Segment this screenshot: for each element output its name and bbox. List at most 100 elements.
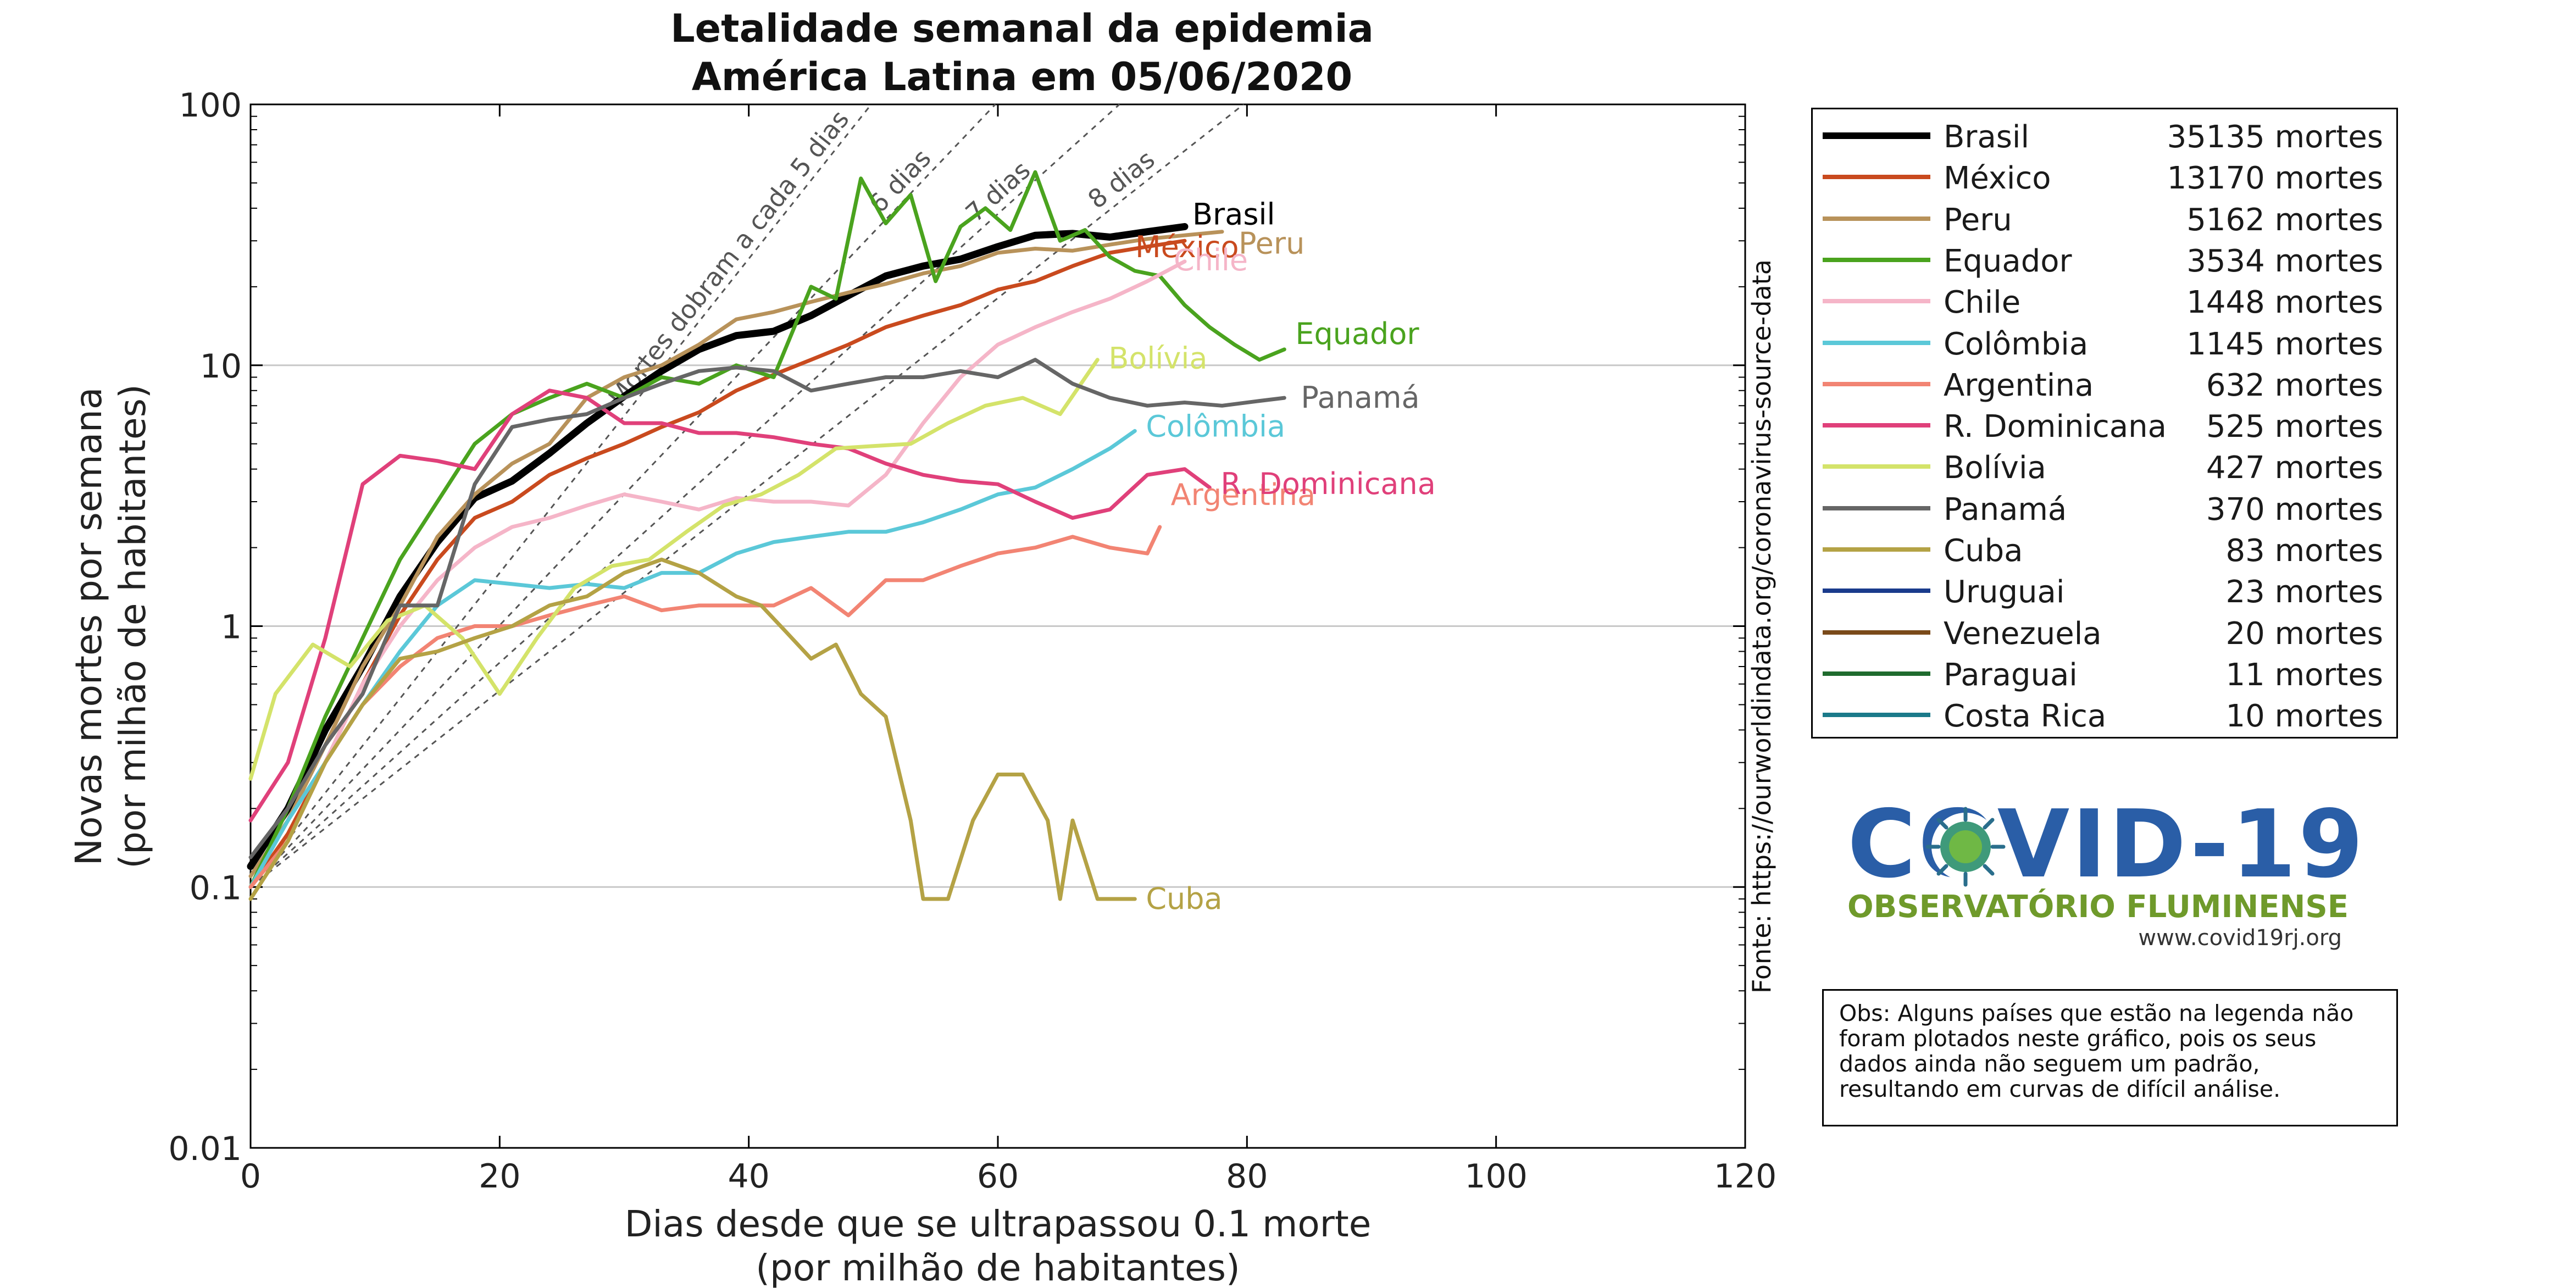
x-tick-label: 20 — [479, 1157, 520, 1196]
legend-death-count: 11 mortes — [2225, 657, 2383, 693]
legend-entry-uruguai: Uruguai 23 mortes — [1813, 570, 2396, 611]
legend-entry-equador: Equador 3534 mortes — [1813, 239, 2396, 280]
legend-death-count: 370 mortes — [2206, 491, 2383, 528]
legend-country-name: Equador — [1944, 243, 2072, 279]
source-label: Fonte: https://ourworldindata.org/corona… — [1747, 259, 1776, 993]
legend-death-count: 1145 mortes — [2186, 326, 2383, 362]
legend-swatch — [1823, 464, 1930, 469]
y-tick-labels: 0.01 0.1 1 10 100 — [168, 86, 242, 1168]
covid19-observatorio-logo: COVID-19 OBSERVATÓRIO FLUMINENSE www.cov… — [1847, 798, 2363, 957]
legend-swatch — [1823, 299, 1930, 304]
legend-country-name: Uruguai — [1944, 574, 2065, 610]
series-lines — [247, 170, 1286, 901]
legend-entry-paraguai: Paraguai 11 mortes — [1813, 653, 2396, 694]
y-tick-label: 0.1 — [190, 869, 242, 907]
y-axis-label-line2: (por milhão de habitantes) — [112, 384, 154, 869]
doubling-guide-line — [249, 103, 1120, 888]
legend-death-count: 1448 mortes — [2186, 285, 2383, 321]
legend-country-name: Peru — [1944, 202, 2012, 238]
x-tick-label: 40 — [728, 1157, 769, 1196]
x-tick-label: 60 — [977, 1157, 1019, 1196]
legend-swatch — [1823, 423, 1930, 428]
legend-swatch — [1823, 547, 1930, 552]
series-line-peru — [248, 230, 1224, 879]
series-line-chile — [248, 259, 1187, 889]
legend-country-name: R. Dominicana — [1944, 409, 2167, 445]
virus-icon — [1925, 807, 2006, 887]
legend-death-count: 35135 mortes — [2167, 119, 2383, 155]
legend-death-count: 3534 mortes — [2186, 243, 2383, 279]
y-tick-label: 1 — [221, 608, 242, 647]
legend-country-name: Chile — [1944, 285, 2021, 321]
y-tick-label: 0.01 — [168, 1130, 242, 1168]
x-tick-label: 0 — [240, 1157, 261, 1196]
legend-swatch — [1823, 340, 1930, 345]
series-line-r-dominicana — [248, 388, 1212, 823]
series-line-argentina — [248, 525, 1162, 889]
legend-swatch — [1823, 381, 1930, 386]
legend-entry-venezuela: Venezuela 20 mortes — [1813, 612, 2396, 653]
observation-note: Obs: Alguns países que estão na legenda … — [1822, 989, 2398, 1126]
legend-death-count: 83 mortes — [2225, 533, 2383, 569]
series-end-label-equador: Equador — [1295, 317, 1419, 351]
series-end-label-colombia: Colômbia — [1146, 409, 1285, 443]
series-end-label-cuba: Cuba — [1146, 881, 1222, 916]
legend-swatch — [1823, 671, 1930, 676]
series-end-label-mexico: México — [1135, 230, 1239, 264]
legend-country-name: Brasil — [1944, 119, 2030, 155]
y-axis-label-line1: Novas mortes por semana — [68, 387, 110, 866]
series-line-bolivia — [248, 358, 1100, 781]
logo-url: www.covid19rj.org — [2138, 925, 2342, 951]
chart-title-line2: América Latina em 05/06/2020 — [692, 54, 1353, 99]
y-tick-label: 10 — [200, 347, 242, 386]
legend-country-name: México — [1944, 160, 2051, 197]
doubling-guide-line — [249, 104, 872, 888]
logo-subtitle: OBSERVATÓRIO FLUMINENSE — [1847, 889, 2349, 925]
x-tick-label: 80 — [1226, 1157, 1268, 1196]
doubling-guide-line — [250, 103, 1245, 888]
legend-country-name: Bolívia — [1944, 450, 2046, 486]
series-end-label-brasil: Brasil — [1192, 197, 1275, 231]
legend-death-count: 5162 mortes — [2186, 202, 2383, 238]
legend-death-count: 632 mortes — [2206, 367, 2383, 403]
legend-country-name: Argentina — [1944, 367, 2094, 403]
legend-entry-costa-rica: Costa Rica 10 mortes — [1813, 694, 2396, 735]
legend-swatch — [1823, 589, 1930, 593]
legend-death-count: 427 mortes — [2206, 450, 2383, 486]
legend-entry-bolivia: Bolívia 427 mortes — [1813, 446, 2396, 487]
legend-swatch — [1823, 132, 1930, 139]
minor-ticks — [251, 115, 1745, 1070]
legend-swatch — [1823, 630, 1930, 635]
doubling-guide-lines: Mortes dobram a cada 5 dias 6 dias 7 dias 8… — [249, 103, 1245, 888]
legend-death-count: 10 mortes — [2225, 698, 2383, 735]
legend-entry-argentina: Argentina 632 mortes — [1813, 363, 2396, 404]
legend-entry-brasil: Brasil 35135 mortes — [1813, 115, 2396, 156]
series-line-brasil — [247, 223, 1189, 870]
legend-swatch — [1823, 713, 1930, 718]
legend-swatch — [1823, 175, 1930, 180]
legend-entry-r-dominicana: R. Dominicana 525 mortes — [1813, 404, 2396, 446]
legend-death-count: 13170 mortes — [2167, 160, 2383, 197]
legend-death-count: 525 mortes — [2206, 409, 2383, 445]
series-end-label-bolivia: Bolívia — [1108, 341, 1207, 376]
legend-country-name: Costa Rica — [1944, 698, 2107, 735]
x-axis-label-line1: Dias desde que se ultrapassou 0.1 morte — [625, 1203, 1372, 1245]
series-line-colombia — [248, 429, 1137, 889]
y-tick-label: 100 — [179, 86, 242, 125]
series-line-equador — [248, 170, 1286, 889]
x-axis-label-line2: (por milhão de habitantes) — [756, 1247, 1240, 1288]
legend-country-name: Venezuela — [1944, 615, 2102, 652]
legend-country-name: Cuba — [1944, 533, 2023, 569]
legend-country-name: Paraguai — [1944, 657, 2078, 693]
x-tick-label: 120 — [1714, 1157, 1777, 1196]
series-end-label-argentina: Argentina — [1171, 478, 1315, 512]
legend-country-name: Colômbia — [1944, 326, 2089, 362]
legend-entry-mexico: México 13170 mortes — [1813, 156, 2396, 197]
legend-swatch — [1823, 506, 1930, 510]
series-end-label-panama: Panamá — [1301, 380, 1419, 415]
series-line-cuba — [248, 557, 1137, 901]
legend-entry-colombia: Colômbia 1145 mortes — [1813, 322, 2396, 363]
series-end-label-chile: Chile — [1174, 243, 1248, 277]
